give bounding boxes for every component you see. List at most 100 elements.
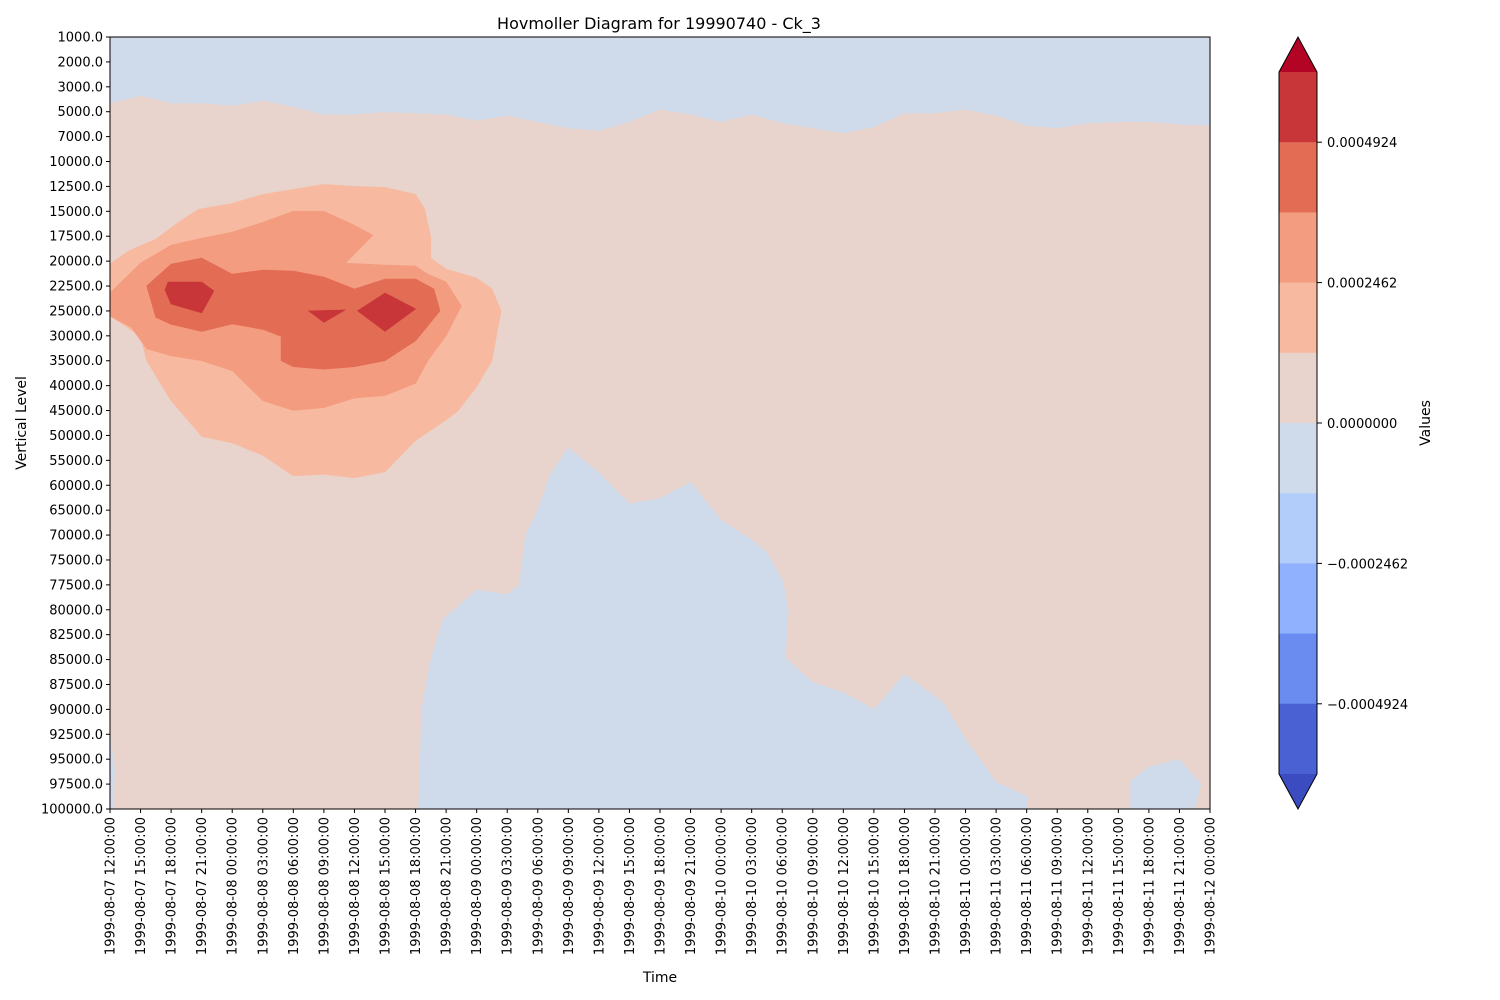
x-tick-label: 1999-08-11 09:00:00 (1051, 817, 1066, 955)
x-tick-label: 1999-08-10 00:00:00 (715, 817, 730, 955)
contour-regions (109, 36, 1211, 810)
x-tick-label: 1999-08-08 06:00:00 (287, 817, 302, 955)
x-axis-label: Time (642, 970, 677, 986)
y-tick-label: 92500.0 (49, 728, 103, 743)
x-tick-label: 1999-08-07 12:00:00 (104, 817, 119, 955)
x-tick-label: 1999-08-10 18:00:00 (898, 817, 913, 955)
y-tick-label: 82500.0 (49, 628, 103, 643)
x-tick-label: 1999-08-09 00:00:00 (470, 817, 485, 955)
x-tick-label: 1999-08-08 18:00:00 (409, 817, 424, 955)
y-tick-label: 70000.0 (49, 529, 103, 544)
x-tick-label: 1999-08-08 03:00:00 (256, 817, 271, 955)
x-tick-label: 1999-08-09 09:00:00 (562, 817, 577, 955)
x-tick-label: 1999-08-11 15:00:00 (1112, 817, 1127, 955)
y-tick-label: 87500.0 (49, 678, 103, 693)
x-tick-label: 1999-08-08 00:00:00 (226, 817, 241, 955)
x-tick-label: 1999-08-07 15:00:00 (134, 817, 149, 955)
y-tick-label: 20000.0 (49, 255, 103, 270)
x-tick-label: 1999-08-09 21:00:00 (684, 817, 699, 955)
colorbar (1278, 35, 1318, 811)
x-tick-label: 1999-08-10 06:00:00 (776, 817, 791, 955)
x-tick-label: 1999-08-09 06:00:00 (531, 817, 546, 955)
colorbar-tick-label: 0.0002462 (1327, 277, 1397, 292)
x-tick-label: 1999-08-10 15:00:00 (867, 817, 882, 955)
colorbar-level (1279, 703, 1317, 775)
colorbar-extend-bottom (1279, 774, 1317, 809)
contour-region-upper-negative-band (109, 36, 1211, 134)
chart-title: Hovmoller Diagram for 19990740 - Ck_3 (497, 14, 821, 34)
contour-region-positive-core-3 (307, 309, 346, 323)
y-tick-label: 30000.0 (49, 329, 103, 344)
colorbar-tick-label: −0.0002462 (1327, 557, 1408, 572)
y-tick-label: 17500.0 (49, 230, 103, 245)
y-tick-label: 75000.0 (49, 553, 103, 568)
x-tick-label: 1999-08-11 12:00:00 (1081, 817, 1096, 955)
colorbar-ticks: 0.0004924 0.0002462 0.0000000 −0.0002462 −0.… (1317, 136, 1408, 713)
y-tick-label: 55000.0 (49, 454, 103, 469)
plot-area (109, 36, 1211, 810)
y-tick-label: 60000.0 (49, 479, 103, 494)
colorbar-level (1279, 493, 1317, 564)
y-tick-label: 80000.0 (49, 603, 103, 618)
y-tick-label: 90000.0 (49, 703, 103, 718)
y-tick-label: 50000.0 (49, 429, 103, 444)
x-tick-label: 1999-08-10 21:00:00 (929, 817, 944, 955)
y-tick-label: 25000.0 (49, 304, 103, 319)
y-tick-label: 85000.0 (49, 653, 103, 668)
x-tick-label: 1999-08-08 21:00:00 (440, 817, 455, 955)
y-tick-label: 22500.0 (49, 280, 103, 295)
y-tick-label: 10000.0 (49, 155, 103, 170)
x-tick-label: 1999-08-12 00:00:00 (1204, 817, 1219, 955)
y-tick-label: 40000.0 (49, 379, 103, 394)
y-tick-label: 3000.0 (58, 80, 104, 95)
x-tick-label: 1999-08-09 03:00:00 (501, 817, 516, 955)
y-axis: 1000.0 2000.0 3000.0 5000.0 7000.0 10000.0 125… (41, 31, 110, 818)
colorbar-label: Values (1418, 400, 1434, 446)
colorbar-tick-label: 0.0004924 (1327, 136, 1397, 151)
colorbar-extend-top (1279, 37, 1317, 72)
y-tick-label: 5000.0 (58, 105, 104, 120)
colorbar-level (1279, 352, 1317, 424)
y-tick-label: 12500.0 (49, 180, 103, 195)
colorbar-level (1279, 423, 1317, 494)
colorbar-level (1279, 72, 1317, 143)
x-tick-label: 1999-08-10 09:00:00 (806, 817, 821, 955)
x-tick-label: 1999-08-08 12:00:00 (348, 817, 363, 955)
x-axis: 1999-08-07 12:00:00 1999-08-07 15:00:00 19… (104, 809, 1219, 955)
y-tick-label: 97500.0 (49, 778, 103, 793)
y-tick-label: 7000.0 (58, 130, 104, 145)
colorbar-level (1279, 633, 1317, 705)
y-tick-label: 2000.0 (58, 55, 104, 70)
y-axis-label: Vertical Level (14, 376, 30, 470)
colorbar-tick-label: 0.0000000 (1327, 417, 1397, 432)
contour-region-positive-core-1 (164, 281, 215, 314)
x-tick-label: 1999-08-11 21:00:00 (1173, 817, 1188, 955)
x-tick-label: 1999-08-09 15:00:00 (623, 817, 638, 955)
x-tick-label: 1999-08-09 18:00:00 (654, 817, 669, 955)
colorbar-level (1279, 282, 1317, 354)
colorbar-level (1279, 142, 1317, 213)
x-tick-label: 1999-08-07 18:00:00 (165, 817, 180, 955)
colorbar-level (1279, 212, 1317, 284)
y-tick-label: 100000.0 (41, 803, 103, 818)
colorbar-level (1279, 563, 1317, 635)
x-tick-label: 1999-08-10 03:00:00 (745, 817, 760, 955)
x-tick-label: 1999-08-10 12:00:00 (837, 817, 852, 955)
x-tick-label: 1999-08-07 21:00:00 (195, 817, 210, 955)
y-tick-label: 45000.0 (49, 404, 103, 419)
contour-region-positive-level-3 (146, 257, 441, 370)
y-tick-label: 1000.0 (58, 31, 104, 46)
x-tick-label: 1999-08-08 15:00:00 (379, 817, 394, 955)
y-tick-label: 35000.0 (49, 354, 103, 369)
x-tick-label: 1999-08-11 18:00:00 (1142, 817, 1157, 955)
y-tick-label: 15000.0 (49, 205, 103, 220)
colorbar-tick-label: −0.0004924 (1327, 698, 1408, 713)
contour-region-positive-core-2 (356, 292, 417, 332)
colorbar-outline (1278, 35, 1318, 811)
x-tick-label: 1999-08-08 09:00:00 (317, 817, 332, 955)
x-tick-label: 1999-08-09 12:00:00 (592, 817, 607, 955)
y-tick-label: 77500.0 (49, 578, 103, 593)
contour-region-lower-negative-region (418, 447, 1027, 810)
y-tick-label: 65000.0 (49, 504, 103, 519)
